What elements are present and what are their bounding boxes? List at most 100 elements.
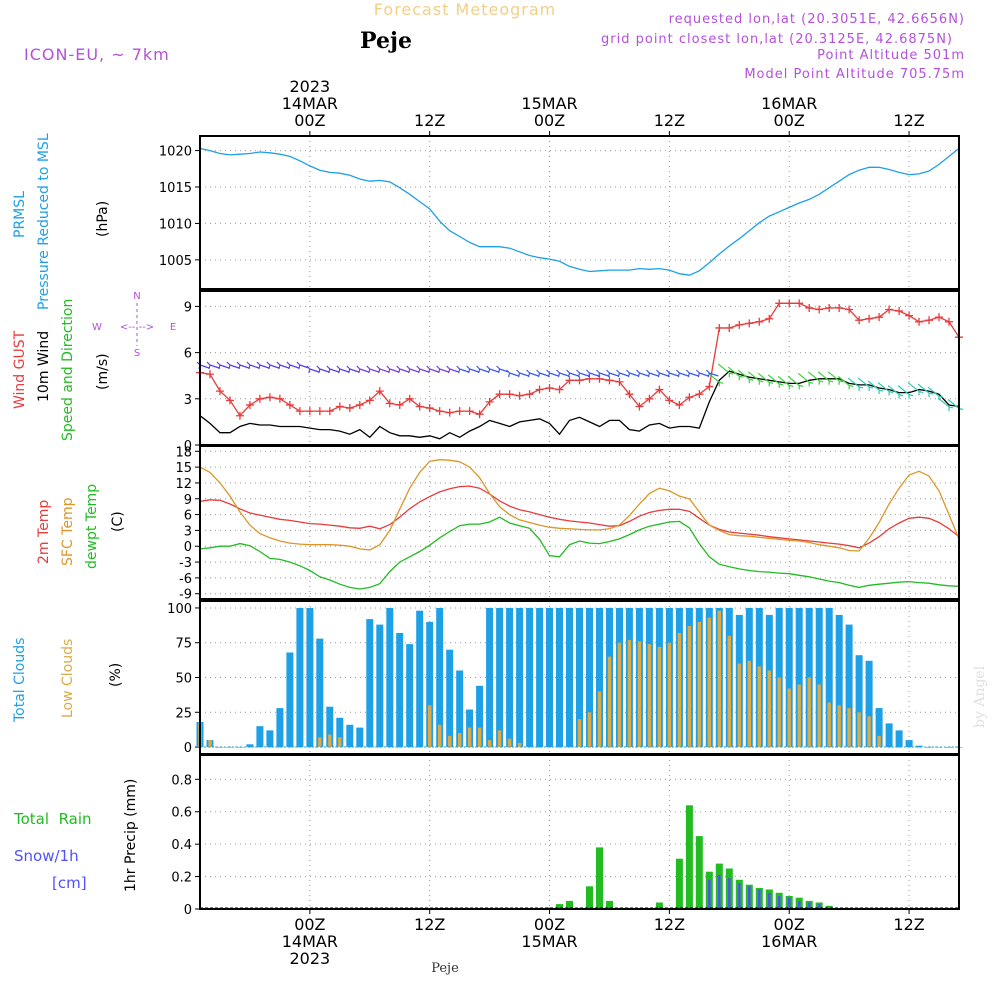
top-time-label: 12Z	[414, 111, 445, 130]
low-cloud-bar	[637, 641, 642, 747]
grid-point-coords: grid point closest lon,lat (20.3125E, 42…	[601, 32, 953, 47]
wind-gust-marker	[595, 374, 604, 383]
wind-direction-arrow	[466, 365, 479, 374]
low-cloud-bar	[917, 747, 921, 748]
low-cloud-bar	[847, 708, 851, 747]
total-cloud-bar	[905, 740, 913, 748]
wind-direction-arrow	[276, 361, 290, 370]
wind-direction-arrow	[807, 371, 824, 385]
wind-direction-arrow	[326, 365, 340, 374]
wind-gust-marker	[425, 404, 434, 413]
total-cloud-bar	[266, 730, 274, 748]
total-cloud-bar	[556, 608, 563, 748]
wind-direction-arrow	[446, 365, 459, 374]
wind-gust-marker	[335, 402, 344, 411]
low-cloud-bar	[208, 740, 212, 748]
wind-gust-marker	[205, 370, 214, 379]
wind-direction-arrow	[797, 372, 814, 387]
wind-direction-arrow	[256, 361, 270, 370]
wind-direction-arrow	[336, 365, 350, 374]
total-cloud-bar	[835, 614, 843, 747]
compass-e: E	[170, 322, 176, 333]
low-cloud-bar	[428, 705, 432, 747]
low-cloud-bar	[737, 663, 741, 748]
snow-bar	[738, 883, 741, 909]
compass-n: N	[133, 291, 140, 302]
wind-gust-marker	[405, 394, 414, 403]
pressure-frame	[199, 135, 960, 290]
total-cloud-bar	[306, 608, 314, 748]
wind-gust-marker	[885, 305, 894, 314]
clouds-ytick-label: 75	[175, 637, 192, 652]
wind-gust-marker	[755, 317, 764, 326]
low-cloud-bar	[328, 734, 332, 747]
wind-gust-marker	[835, 303, 844, 312]
wind-gust-marker	[215, 387, 224, 396]
total-cloud-bar	[286, 652, 294, 748]
wind-direction-arrow	[226, 361, 240, 370]
rain-bar	[675, 858, 683, 909]
compass-w: W	[92, 322, 102, 333]
panel-wind: 0 3 6 9	[184, 290, 964, 454]
wind-gust-marker	[305, 407, 314, 416]
precip-labels: Total Rain Snow/1h [cm] 1hr Precip (mm)	[13, 779, 139, 892]
wind-gust-marker	[935, 313, 944, 322]
temperature-series-line	[199, 459, 960, 552]
rain-bar	[556, 904, 563, 909]
wind-direction-arrow	[426, 365, 439, 374]
low-cloud-bar	[438, 724, 442, 748]
wind-gust-marker	[265, 393, 274, 402]
wind-direction-arrow	[717, 363, 734, 378]
wind-gust-marker	[925, 316, 934, 325]
total-cloud-bar	[446, 649, 454, 748]
wind-direction-arrow	[665, 369, 679, 378]
low-cloud-bar	[537, 747, 542, 748]
snow-bar	[728, 878, 731, 909]
wind-gust-marker	[625, 390, 634, 399]
wind-gust-marker	[895, 307, 904, 316]
wind-gust-marker	[515, 391, 524, 400]
wind-gust-marker	[795, 299, 804, 308]
t2m-label: 2m Temp	[36, 500, 52, 564]
low-cloud-bar	[458, 733, 462, 747]
bottom-time-label: 12Z	[414, 915, 445, 934]
wind-gust-marker	[685, 393, 694, 402]
wind-direction-arrow	[937, 397, 954, 411]
low-cloud-bar	[697, 621, 701, 748]
wind-direction-arrow	[386, 365, 399, 374]
low-cloud-bar	[937, 747, 941, 748]
temperature-ytick-label: 6	[184, 509, 192, 524]
model-label: ICON-EU, ~ 7km	[24, 45, 170, 64]
wind-gust-marker	[285, 400, 294, 409]
panel-clouds: 0 25 50 75 100	[167, 600, 963, 756]
snow-bar	[808, 902, 811, 909]
snow-bar	[708, 879, 711, 909]
wind-direction-arrow	[566, 369, 579, 378]
low-cloud-bar	[448, 735, 452, 747]
wind-series-line	[199, 370, 960, 440]
wind-gust-marker	[395, 400, 404, 409]
wind-gust-marker	[915, 317, 924, 326]
cloud-labels: Total Clouds Low Clouds (%)	[12, 638, 124, 723]
dewpt-label: dewpt Temp	[84, 484, 100, 569]
wind-direction-arrow	[216, 361, 230, 370]
wind-gust-marker	[255, 394, 264, 403]
wind-direction-arrow	[787, 375, 804, 390]
top-time-label: 2023	[289, 77, 330, 96]
top-time-label: 00Z	[294, 111, 325, 130]
low-cloud-bar	[467, 727, 472, 748]
wind-direction-arrow	[246, 361, 260, 370]
pressure-ytick-label: 1015	[159, 181, 192, 196]
wind-direction-arrow	[635, 369, 649, 378]
low-cloud-bar	[577, 719, 582, 747]
compass-rose: N S W E <-- -->	[92, 291, 176, 359]
wind-direction-arrow	[887, 385, 904, 399]
snow-bar	[788, 897, 791, 909]
model-point-altitude: Model Point Altitude 705.75m	[744, 67, 965, 82]
total-cloud-bar	[915, 745, 923, 748]
bottom-time-label: 16MAR	[761, 932, 817, 951]
low-cloud-bar	[318, 737, 322, 747]
wind-direction-arrow	[586, 369, 599, 378]
total-cloud-bar	[815, 608, 823, 748]
